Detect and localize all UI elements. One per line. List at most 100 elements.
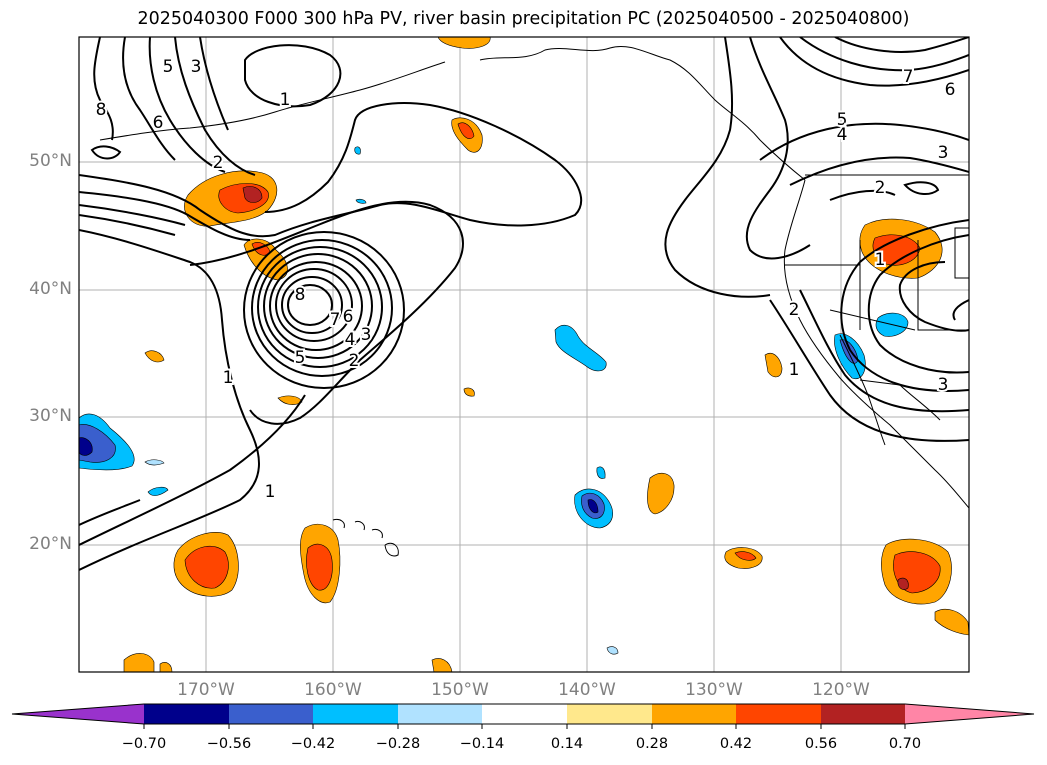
pv-contour	[789, 156, 969, 186]
contour-label: 1	[280, 90, 291, 110]
lon-label: 120°W	[812, 680, 870, 700]
precip-blob	[934, 609, 969, 636]
precip-blob	[184, 545, 229, 589]
precip-blob	[242, 186, 263, 203]
contour-label: 3	[938, 375, 949, 395]
colorbar-label: −0.28	[375, 736, 421, 752]
precip-blob	[123, 653, 155, 672]
pv-contour	[799, 37, 969, 72]
lat-label: 40°N	[29, 279, 72, 299]
pv-contour	[199, 37, 229, 131]
contour-label: 7	[903, 67, 914, 87]
pv-contour	[759, 122, 969, 161]
precip-blob	[355, 198, 367, 204]
north-america-coast	[783, 179, 969, 509]
pv-contours	[79, 37, 969, 571]
precip-blob	[277, 395, 303, 405]
contour-label: 6	[153, 113, 164, 133]
lat-label: 20°N	[29, 534, 72, 554]
pv-contour	[281, 276, 343, 334]
colorbar-ticks	[143, 724, 906, 729]
contour-label: 1	[265, 482, 276, 502]
contour-label: 4	[345, 330, 356, 350]
pv-contour	[79, 229, 260, 571]
aleutian-islands	[99, 61, 446, 141]
pv-contour	[79, 499, 141, 526]
pv-contour	[269, 261, 363, 351]
precip-blob	[144, 459, 165, 466]
colorbar-label: −0.56	[206, 736, 252, 752]
precip-blob	[144, 350, 165, 363]
pv-contour	[898, 261, 969, 332]
contour-label: 2	[349, 351, 360, 371]
colorbar-segment	[313, 704, 398, 724]
lon-label: 140°W	[558, 680, 616, 700]
precip-blob	[734, 551, 757, 561]
lon-label: 130°W	[685, 680, 743, 700]
colorbar-segment	[398, 704, 482, 724]
lat-label: 50°N	[29, 151, 72, 171]
precip-blob	[437, 37, 491, 49]
pv-contour	[952, 299, 969, 321]
pv-contour	[840, 219, 969, 392]
pv-contour	[79, 102, 582, 238]
precip-blob	[463, 387, 475, 397]
precip-blob	[431, 658, 453, 672]
colorbar-segment	[652, 704, 736, 724]
pv-contour	[263, 253, 373, 359]
hawaii	[332, 519, 399, 557]
contour-label: 4	[837, 125, 848, 145]
precip-blob	[897, 577, 909, 590]
precip-blob	[587, 499, 599, 514]
pv-contour	[243, 231, 405, 389]
precip-blob	[354, 146, 361, 155]
colorbar-label: −0.42	[290, 736, 336, 752]
contour-label: 1	[875, 250, 886, 270]
pv-contour	[244, 44, 342, 108]
pv-contour	[79, 394, 306, 546]
contour-label: 7	[330, 310, 341, 330]
contour-label: 3	[938, 143, 949, 163]
map-content: 8 5 3 1 6 2 7 6 5 4 3 2 1 8 6 7 4 5 3 2 …	[79, 37, 969, 672]
contour-label: 5	[163, 57, 174, 77]
pv-contour	[779, 37, 969, 87]
pv-contour	[79, 191, 251, 241]
pv-contour	[257, 246, 383, 368]
pv-contour	[745, 37, 811, 260]
precip-blob	[79, 437, 93, 456]
precip-blob	[457, 122, 475, 139]
pv-contour	[79, 214, 176, 236]
colorbar-segment	[736, 704, 821, 724]
colorbar-label: −0.70	[121, 736, 167, 752]
pv-contour	[275, 268, 353, 342]
contour-label: 5	[837, 110, 848, 130]
plot-frame	[78, 36, 970, 673]
alaska-coast	[479, 46, 806, 181]
contour-labels: 8 5 3 1 6 2 7 6 5 4 3 2 1 8 6 7 4 5 3 2 …	[94, 55, 958, 504]
pv-contour	[148, 37, 226, 173]
colorbar-label: 0.14	[550, 736, 584, 752]
pv-contour	[251, 239, 393, 377]
contour-label: 2	[213, 153, 224, 173]
contour-label: 2	[789, 300, 800, 320]
gridlines	[79, 37, 969, 672]
pv-contour	[90, 145, 122, 160]
pv-contour	[122, 37, 176, 161]
contour-label: 3	[191, 57, 202, 77]
lon-label: 170°W	[177, 680, 235, 700]
pv-contour	[867, 234, 969, 374]
colorbar-segment	[482, 704, 567, 724]
precip-blob	[764, 352, 783, 378]
contour-label: 1	[789, 360, 800, 380]
pv-contour	[79, 204, 186, 226]
contour-label: 8	[295, 285, 306, 305]
pv-contour	[829, 189, 896, 201]
pv-contour	[189, 200, 464, 425]
precip-blob	[306, 544, 333, 591]
contour-label: 2	[875, 178, 886, 198]
map-title: 2025040300 F000 300 hPa PV, river basin …	[137, 9, 910, 29]
colorbar-segment	[821, 704, 905, 724]
contour-label: 8	[96, 100, 107, 120]
precip-blob	[606, 646, 619, 655]
